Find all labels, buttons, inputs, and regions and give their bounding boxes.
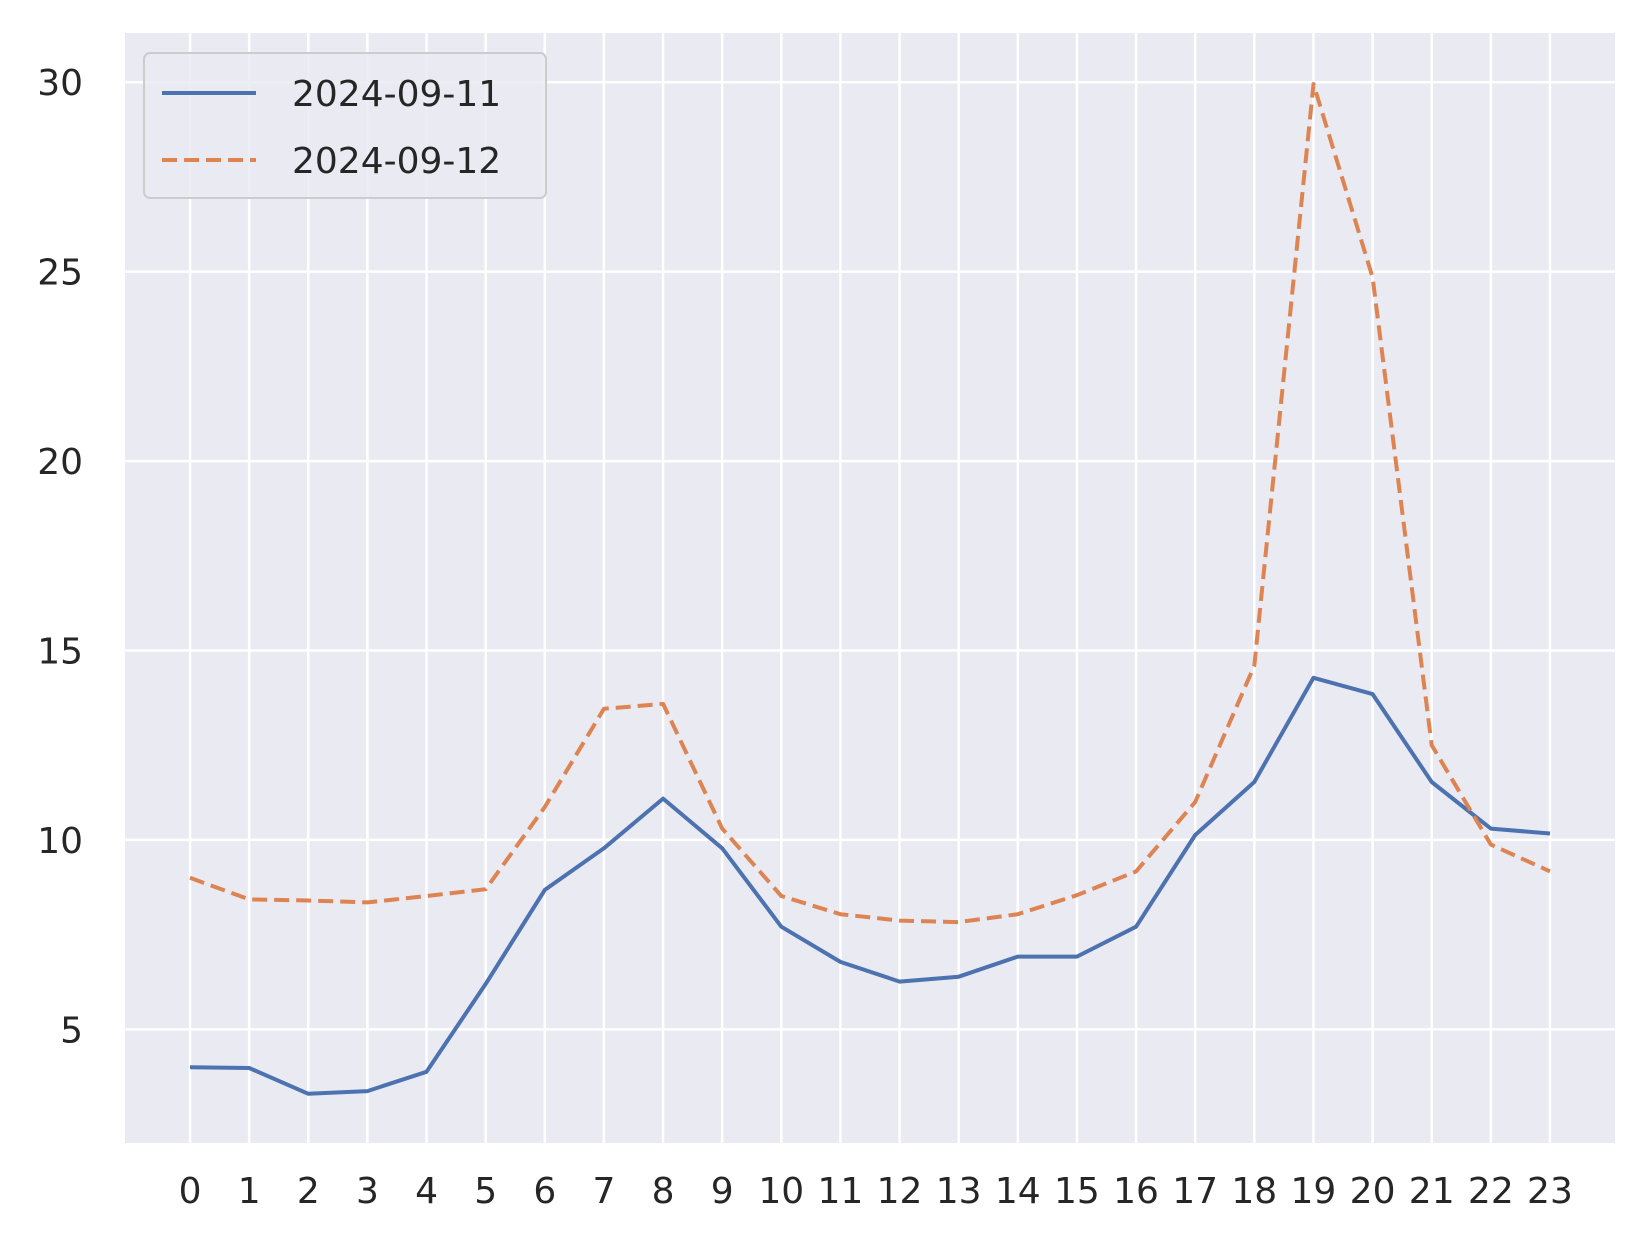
x-tick-label: 5	[474, 1171, 497, 1212]
x-tick-label: 4	[415, 1171, 438, 1212]
y-tick-label: 25	[37, 253, 83, 294]
legend-label: 2024-09-11	[292, 74, 501, 115]
x-tick-label: 21	[1409, 1171, 1455, 1212]
legend-box	[143, 52, 547, 199]
x-tick-label: 16	[1113, 1171, 1159, 1212]
x-tick-label: 2	[297, 1171, 320, 1212]
plot-background	[125, 33, 1615, 1143]
x-tick-label: 9	[711, 1171, 734, 1212]
x-tick-label: 7	[592, 1171, 615, 1212]
x-tick-label: 0	[179, 1171, 202, 1212]
x-tick-label: 20	[1350, 1171, 1396, 1212]
y-tick-label: 30	[37, 63, 83, 104]
x-tick-label: 13	[936, 1171, 982, 1212]
series-line-2024-09-12	[189, 82, 1551, 925]
x-tick-label: 17	[1172, 1171, 1218, 1212]
grid-lines	[125, 33, 1615, 1143]
x-tick-label: 14	[995, 1171, 1041, 1212]
x-tick-label: 3	[356, 1171, 379, 1212]
x-tick-label: 6	[533, 1171, 556, 1212]
y-tick-label: 10	[37, 821, 83, 862]
x-axis-ticks: 0 1 2 3 4 5 6 7 8 9 10 11 12 13 14 15 16 17 18 19 20 21 22 23	[179, 1171, 1573, 1212]
x-tick-label: 22	[1468, 1171, 1514, 1212]
x-tick-label: 15	[1054, 1171, 1100, 1212]
y-tick-label: 15	[37, 632, 83, 673]
series-line-2024-09-11	[189, 675, 1551, 1096]
x-tick-label: 1	[238, 1171, 261, 1212]
legend: 2024-09-11 2024-09-12	[143, 52, 547, 199]
x-tick-label: 8	[652, 1171, 675, 1212]
x-tick-label: 10	[758, 1171, 804, 1212]
x-tick-label: 23	[1527, 1171, 1573, 1212]
y-tick-label: 5	[60, 1010, 83, 1051]
legend-label: 2024-09-12	[292, 141, 501, 182]
y-axis-ticks: 5 10 15 20 25 30	[37, 63, 83, 1051]
series-lines	[189, 82, 1551, 1096]
x-tick-label: 11	[818, 1171, 864, 1212]
y-tick-label: 20	[37, 442, 83, 483]
x-tick-label: 19	[1291, 1171, 1337, 1212]
x-tick-label: 18	[1231, 1171, 1277, 1212]
x-tick-label: 12	[877, 1171, 923, 1212]
